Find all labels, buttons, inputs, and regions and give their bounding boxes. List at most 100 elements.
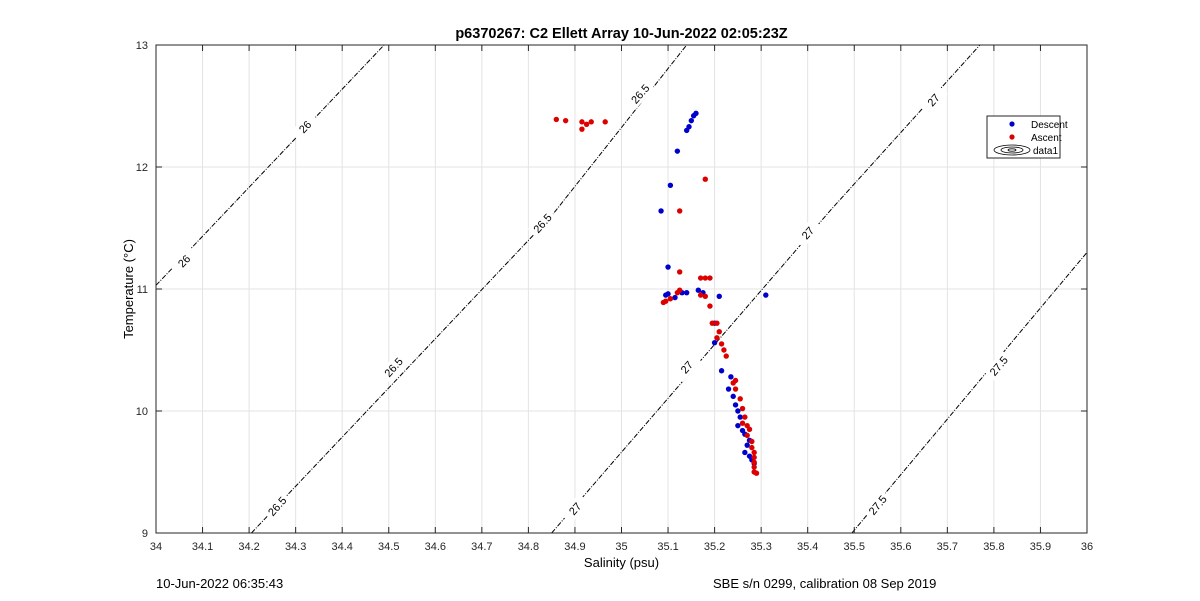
y-axis-label: Temperature (°C) [121, 239, 136, 339]
x-tick-label: 34.6 [425, 541, 446, 553]
contour-label-background [169, 245, 199, 276]
ascent-point [707, 275, 713, 281]
contour-label-background [863, 489, 892, 521]
descent-point [730, 393, 736, 400]
ascent-point [746, 426, 753, 432]
ascent-point [709, 320, 715, 326]
x-tick-label: 34 [150, 541, 162, 553]
descent-point [665, 264, 671, 270]
contour-label-background [527, 208, 557, 239]
descent-point [674, 148, 681, 154]
legend-label-data1: data1 [1033, 146, 1058, 157]
descent-point [683, 127, 690, 134]
ascent-point [579, 119, 585, 125]
y-tick-label: 9 [142, 528, 148, 540]
ascent-point [716, 329, 722, 335]
descent-point [728, 374, 734, 380]
contour-label-background [262, 491, 292, 522]
y-tick-label: 13 [136, 40, 148, 52]
sigma-contour-line [156, 45, 385, 286]
ascent-point [667, 296, 674, 302]
ascent-point [588, 119, 594, 125]
ascent-point [676, 208, 683, 214]
ascent-point [663, 298, 669, 304]
y-tick-label: 12 [136, 162, 148, 174]
descent-point [735, 422, 741, 429]
x-tick-label: 34.8 [518, 541, 539, 553]
x-tick-label: 34.3 [285, 541, 306, 553]
x-tick-label: 35.9 [1030, 541, 1051, 553]
chart-title: p6370267: C2 Ellett Array 10-Jun-2022 02… [455, 26, 787, 42]
sigma-contour-line [851, 252, 1087, 533]
x-tick-label: 34.2 [238, 541, 259, 553]
footer-timestamp: 10-Jun-2022 06:35:43 [156, 576, 284, 591]
contour-label-background [625, 78, 655, 109]
x-tick-label: 35.4 [797, 541, 818, 553]
x-tick-label: 36 [1081, 541, 1093, 553]
ascent-point [721, 347, 727, 353]
legend-item-ascent[interactable]: Ascent [1009, 133, 1062, 144]
contour-label-background [290, 111, 320, 142]
ascent-point [753, 470, 760, 476]
ascent-point [744, 432, 750, 439]
y-tick-label: 11 [137, 284, 148, 296]
contour-label-background [672, 351, 702, 383]
legend-item-descent[interactable]: Descent [1009, 120, 1068, 131]
descent-point [695, 287, 702, 293]
ascent-point [674, 289, 681, 296]
ascent-point [602, 119, 608, 125]
contour-label-background [918, 84, 948, 116]
footer-calibration-info: SBE s/n 0299, calibration 08 Sep 2019 [713, 576, 937, 591]
descent-marker-icon [1009, 121, 1015, 127]
legend[interactable]: Descent Ascent data1 [986, 115, 1068, 159]
descent-point [742, 449, 748, 456]
ascent-point [562, 117, 569, 124]
contour-label-background [793, 217, 823, 249]
sigma-contour-line [551, 45, 981, 533]
ascent-point [737, 396, 743, 402]
legend-label-ascent: Ascent [1031, 133, 1062, 144]
x-axis-label: Salinity (psu) [584, 555, 659, 570]
grid [155, 44, 1088, 534]
x-tick-label: 35.1 [657, 541, 678, 553]
x-tick-label: 35 [615, 541, 627, 553]
x-tick-label: 34.5 [378, 541, 399, 553]
x-tick-label: 35.6 [890, 541, 911, 553]
descent-point [663, 292, 669, 298]
ascent-point [718, 341, 725, 347]
ascent-point [553, 116, 560, 123]
ascent-point [751, 454, 757, 461]
ascent-point [732, 386, 739, 392]
ascent-point [739, 405, 746, 412]
x-tick-label: 34.7 [471, 541, 492, 553]
ascent-point [583, 121, 590, 128]
contour-label-background [560, 493, 590, 524]
ascent-point [697, 275, 704, 281]
descent-point [718, 368, 725, 374]
contour-label-background [984, 350, 1013, 382]
legend-label-descent: Descent [1031, 120, 1068, 131]
descent-point [672, 294, 678, 301]
descent-point [744, 442, 750, 448]
x-tick-label: 34.9 [564, 541, 585, 553]
descent-point [716, 293, 722, 300]
ascent-point [749, 438, 755, 445]
ascent-point [751, 449, 757, 456]
y-tick-label: 10 [136, 406, 148, 418]
x-tick-label: 35.7 [937, 541, 958, 553]
legend-item-data1[interactable]: data1 [993, 144, 1058, 157]
x-tick-label: 34.1 [192, 541, 213, 553]
descent-point [763, 292, 769, 298]
x-tick-label: 35.2 [704, 541, 725, 553]
ascent-marker-icon [1009, 134, 1015, 140]
ascent-point [739, 420, 746, 426]
ascent-point [742, 414, 748, 420]
descent-point [688, 117, 695, 124]
ascent-point [730, 380, 736, 386]
descent-point [667, 182, 674, 188]
ascent-point [702, 275, 708, 281]
x-tick-label: 34.4 [331, 541, 352, 553]
x-tick-label: 35.8 [983, 541, 1004, 553]
descent-point [683, 289, 690, 296]
